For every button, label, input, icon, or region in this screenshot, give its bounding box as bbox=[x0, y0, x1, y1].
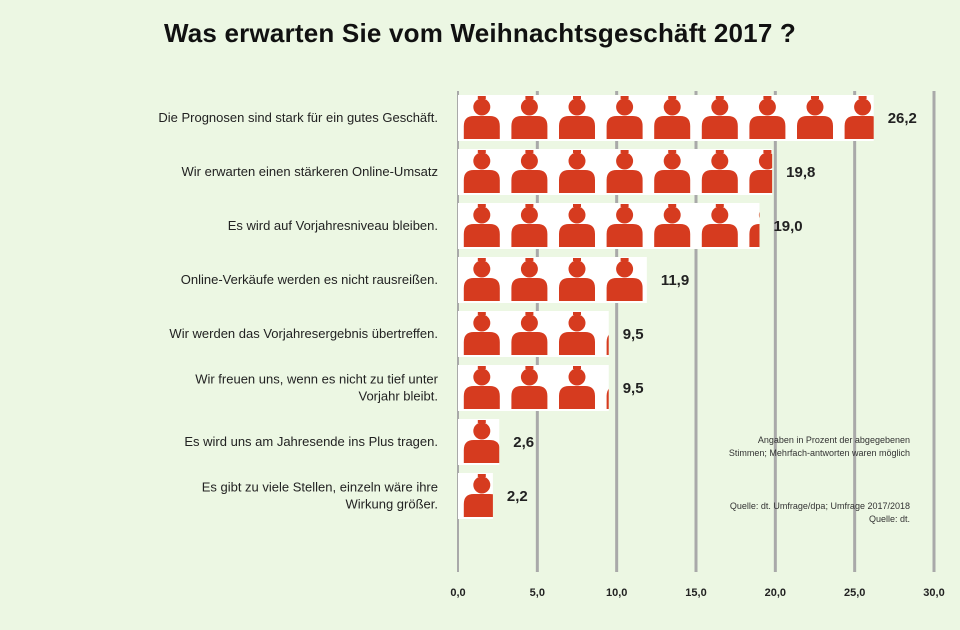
person-icon bbox=[463, 366, 500, 409]
person-icon bbox=[511, 96, 548, 139]
person-icon bbox=[559, 366, 595, 409]
bar bbox=[463, 366, 609, 409]
value-label: 19,0 bbox=[773, 218, 802, 235]
person-icon bbox=[463, 96, 500, 139]
person-icon bbox=[606, 258, 643, 301]
person-icon bbox=[654, 150, 691, 193]
bar bbox=[463, 150, 773, 193]
person-icon bbox=[606, 334, 609, 355]
person-icon bbox=[511, 258, 548, 301]
person-icon bbox=[654, 204, 691, 247]
bar bbox=[463, 204, 760, 247]
person-icon bbox=[749, 96, 786, 139]
person-icon bbox=[511, 150, 548, 193]
category-label: Es wird uns am Jahresende ins Plus trage… bbox=[184, 434, 438, 449]
bar bbox=[463, 96, 874, 139]
person-icon bbox=[606, 388, 609, 409]
person-icon bbox=[749, 211, 760, 247]
person-icon bbox=[701, 204, 738, 247]
person-icon bbox=[463, 312, 500, 355]
person-icon bbox=[559, 204, 595, 247]
category-label: Es wird auf Vorjahresniveau bleiben. bbox=[228, 218, 438, 233]
category-label: Wir erwarten einen stärkeren Online-Umsa… bbox=[182, 164, 438, 179]
x-tick-label: 10,0 bbox=[606, 587, 627, 599]
person-icon bbox=[606, 150, 643, 193]
person-icon bbox=[797, 96, 833, 139]
person-icon bbox=[463, 474, 493, 517]
person-icon bbox=[844, 96, 874, 139]
person-icon bbox=[559, 258, 595, 301]
value-label: 2,6 bbox=[513, 434, 534, 451]
person-icon bbox=[606, 204, 643, 247]
chart-note-source: Quelle: dt. Umfrage/dpa; Umfrage 2017/20… bbox=[729, 501, 910, 524]
bar bbox=[463, 420, 500, 463]
value-label: 2,2 bbox=[507, 488, 528, 505]
person-icon bbox=[511, 366, 548, 409]
bar bbox=[463, 474, 493, 517]
x-tick-label: 15,0 bbox=[685, 587, 706, 599]
x-tick-label: 20,0 bbox=[765, 587, 786, 599]
value-label: 26,2 bbox=[888, 110, 917, 127]
x-tick-label: 30,0 bbox=[923, 587, 944, 599]
person-icon bbox=[463, 204, 500, 247]
value-label: 9,5 bbox=[623, 380, 644, 397]
category-label: Wir freuen uns, wenn es nicht zu tief un… bbox=[195, 372, 438, 404]
value-label: 19,8 bbox=[786, 164, 815, 181]
person-icon bbox=[654, 96, 691, 139]
person-icon bbox=[511, 204, 548, 247]
person-icon bbox=[606, 96, 643, 139]
person-icon bbox=[559, 150, 595, 193]
person-icon bbox=[511, 312, 548, 355]
chart-title: Was erwarten Sie vom Weihnachtsgeschäft … bbox=[164, 18, 796, 48]
person-icon bbox=[559, 312, 595, 355]
x-tick-label: 25,0 bbox=[844, 587, 865, 599]
value-label: 9,5 bbox=[623, 326, 644, 343]
x-tick-label: 5,0 bbox=[530, 587, 545, 599]
value-label: 11,9 bbox=[661, 272, 689, 289]
person-icon bbox=[701, 96, 738, 139]
bar bbox=[463, 258, 643, 301]
category-label: Die Prognosen sind stark für ein gutes G… bbox=[158, 110, 438, 125]
chart-note-info: Angaben in Prozent der abgegebenen Stimm… bbox=[728, 435, 910, 458]
category-label: Online-Verkäufe werden es nicht rausreiß… bbox=[181, 272, 438, 287]
person-icon bbox=[463, 420, 500, 463]
person-icon bbox=[701, 150, 738, 193]
x-tick-label: 0,0 bbox=[450, 587, 465, 599]
person-icon bbox=[749, 150, 773, 193]
bar bbox=[463, 312, 609, 355]
category-label: Es gibt zu viele Stellen, einzeln wäre i… bbox=[202, 480, 438, 512]
person-icon bbox=[559, 96, 595, 139]
person-icon bbox=[463, 258, 500, 301]
person-icon bbox=[463, 150, 500, 193]
category-label: Wir werden das Vorjahresergebnis übertre… bbox=[169, 326, 438, 341]
